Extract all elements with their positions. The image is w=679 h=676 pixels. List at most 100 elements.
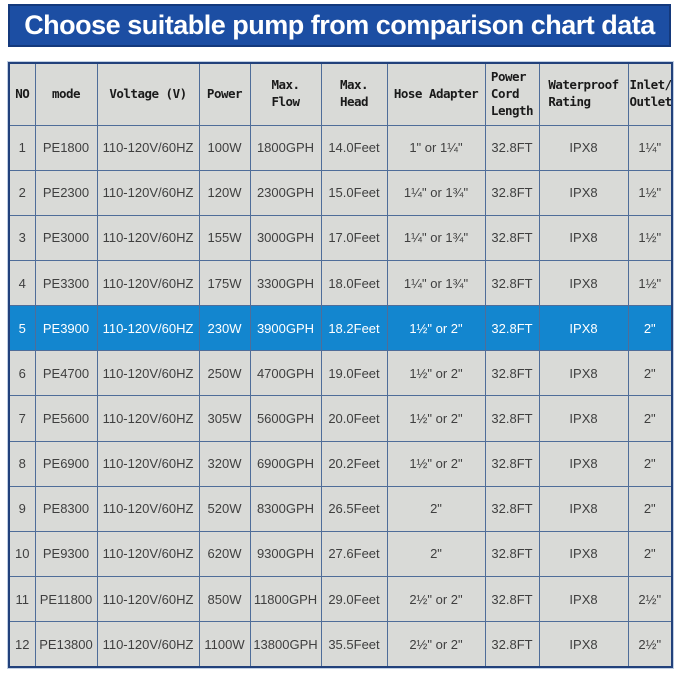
table-row: 8 PE6900 110-120V/60HZ 320W 6900GPH 20.2Feet 1… [8, 440, 673, 487]
cell-cord: 32.8FT [484, 350, 540, 397]
column-header-label: Voltage (V) [109, 85, 187, 101]
cell-flow: 9300GPH [249, 530, 322, 578]
cell-no: 9 [8, 485, 36, 532]
table-body: 1 PE1800 110-120V/60HZ 100W 1800GPH 14.0Feet 1… [8, 124, 673, 668]
cell-inlet: 2" [627, 530, 673, 578]
cell-power: 1100W [198, 621, 251, 668]
cell-voltage: 110-120V/60HZ [96, 530, 200, 578]
cell-inlet: 1½" [627, 214, 673, 261]
cell-waterproof: IPX8 [538, 621, 629, 668]
cell-no: 11 [8, 576, 36, 623]
cell-power: 155W [198, 214, 251, 261]
cell-head: 19.0Feet [320, 350, 388, 397]
page-title: Choose suitable pump from comparison cha… [24, 10, 655, 40]
table-row: 10 PE9300 110-120V/60HZ 620W 9300GPH 27.6Feet… [8, 530, 673, 578]
cell-no: 12 [8, 621, 36, 668]
cell-voltage: 110-120V/60HZ [96, 305, 200, 352]
cell-cord: 32.8FT [484, 440, 540, 487]
column-header-power: Power [198, 62, 251, 126]
table-row-highlighted: 5 PE3900 110-120V/60HZ 230W 3900GPH 18.2Feet 1… [8, 305, 673, 352]
cell-head: 20.0Feet [320, 395, 388, 442]
column-header-waterproof: Waterproof Rating [538, 62, 629, 126]
cell-voltage: 110-120V/60HZ [96, 214, 200, 261]
cell-cord: 32.8FT [484, 259, 540, 307]
column-header-cord: Power Cord Length [484, 62, 540, 126]
cell-flow: 5600GPH [249, 395, 322, 442]
cell-no: 7 [8, 395, 36, 442]
cell-flow: 11800GPH [249, 576, 322, 623]
cell-voltage: 110-120V/60HZ [96, 169, 200, 216]
cell-head: 29.0Feet [320, 576, 388, 623]
column-header-label: Inlet/ Outlet [629, 77, 672, 110]
table-header: NO mode Voltage (V) Power Max. Flow Max. Head… [8, 62, 673, 126]
cell-head: 15.0Feet [320, 169, 388, 216]
cell-waterproof: IPX8 [538, 259, 629, 307]
cell-head: 18.0Feet [320, 259, 388, 307]
cell-adapter: 1½" or 2" [386, 440, 486, 487]
cell-no: 5 [8, 305, 36, 352]
cell-mode: PE13800 [34, 621, 98, 668]
cell-head: 27.6Feet [320, 530, 388, 578]
cell-flow: 2300GPH [249, 169, 322, 216]
cell-mode: PE4700 [34, 350, 98, 397]
cell-waterproof: IPX8 [538, 350, 629, 397]
cell-voltage: 110-120V/60HZ [96, 124, 200, 171]
cell-voltage: 110-120V/60HZ [96, 621, 200, 668]
cell-cord: 32.8FT [484, 395, 540, 442]
table-row: 11 PE11800 110-120V/60HZ 850W 11800GPH 29.0Fe… [8, 576, 673, 623]
cell-mode: PE6900 [34, 440, 98, 487]
cell-waterproof: IPX8 [538, 485, 629, 532]
cell-adapter: 2½" or 2" [386, 621, 486, 668]
cell-head: 17.0Feet [320, 214, 388, 261]
column-header-label: mode [51, 85, 81, 101]
column-header-flow: Max. Flow [249, 62, 322, 126]
cell-adapter: 1½" or 2" [386, 350, 486, 397]
pump-comparison-table: NO mode Voltage (V) Power Max. Flow Max. Head… [8, 62, 673, 668]
cell-voltage: 110-120V/60HZ [96, 485, 200, 532]
cell-adapter: 1½" or 2" [386, 305, 486, 352]
cell-no: 4 [8, 259, 36, 307]
cell-flow: 13800GPH [249, 621, 322, 668]
cell-power: 250W [198, 350, 251, 397]
table-row: 4 PE3300 110-120V/60HZ 175W 3300GPH 18.0Feet 1… [8, 259, 673, 307]
cell-power: 120W [198, 169, 251, 216]
column-header-label: Power Cord Length [490, 68, 534, 118]
cell-head: 20.2Feet [320, 440, 388, 487]
cell-voltage: 110-120V/60HZ [96, 350, 200, 397]
cell-power: 305W [198, 395, 251, 442]
table-row: 2 PE2300 110-120V/60HZ 120W 2300GPH 15.0Feet 1… [8, 169, 673, 216]
cell-inlet: 1½" [627, 259, 673, 307]
cell-power: 850W [198, 576, 251, 623]
cell-power: 175W [198, 259, 251, 307]
column-header-label: NO [15, 85, 30, 101]
table-row: 12 PE13800 110-120V/60HZ 1100W 13800GPH 35.5F… [8, 621, 673, 668]
cell-inlet: 2" [627, 350, 673, 397]
table-row: 9 PE8300 110-120V/60HZ 520W 8300GPH 26.5Feet 2… [8, 485, 673, 532]
cell-head: 18.2Feet [320, 305, 388, 352]
cell-waterproof: IPX8 [538, 576, 629, 623]
cell-no: 2 [8, 169, 36, 216]
cell-inlet: 2" [627, 395, 673, 442]
cell-voltage: 110-120V/60HZ [96, 259, 200, 307]
cell-cord: 32.8FT [484, 621, 540, 668]
column-header-label: Max. Head [339, 77, 369, 110]
cell-mode: PE5600 [34, 395, 98, 442]
cell-cord: 32.8FT [484, 530, 540, 578]
column-header-no: NO [8, 62, 36, 126]
cell-waterproof: IPX8 [538, 214, 629, 261]
table-row: 3 PE3000 110-120V/60HZ 155W 3000GPH 17.0Feet 1… [8, 214, 673, 261]
column-header-label: Waterproof Rating [548, 77, 619, 110]
cell-flow: 3900GPH [249, 305, 322, 352]
column-header-adapter: Hose Adapter [386, 62, 486, 126]
cell-inlet: 2" [627, 440, 673, 487]
title-banner: Choose suitable pump from comparison cha… [8, 4, 671, 47]
cell-flow: 3300GPH [249, 259, 322, 307]
cell-cord: 32.8FT [484, 576, 540, 623]
cell-no: 8 [8, 440, 36, 487]
cell-mode: PE8300 [34, 485, 98, 532]
column-header-voltage: Voltage (V) [96, 62, 200, 126]
column-header-label: Hose Adapter [393, 85, 479, 101]
table-row: 7 PE5600 110-120V/60HZ 305W 5600GPH 20.0Feet 1… [8, 395, 673, 442]
cell-flow: 6900GPH [249, 440, 322, 487]
cell-mode: PE11800 [34, 576, 98, 623]
